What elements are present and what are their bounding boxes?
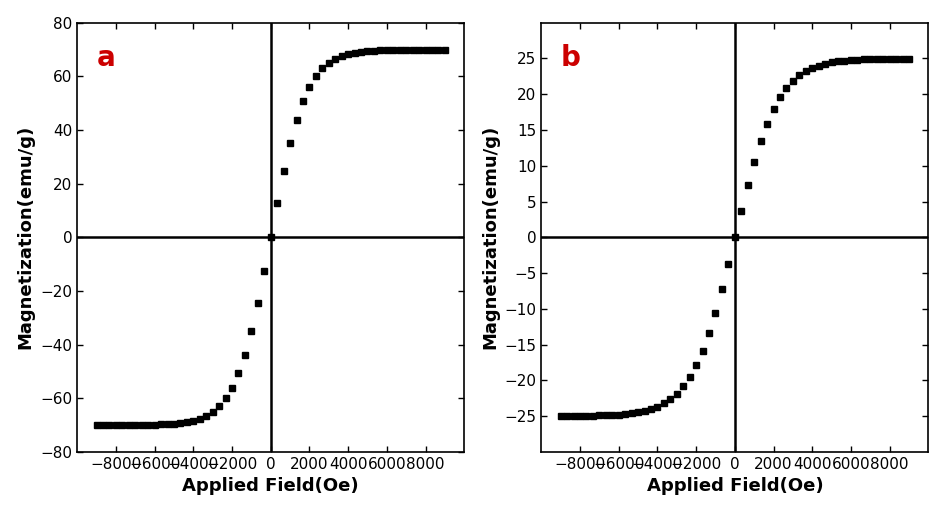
X-axis label: Applied Field(Oe): Applied Field(Oe) [182, 477, 359, 495]
Y-axis label: Magnetization(emu/g): Magnetization(emu/g) [480, 125, 498, 349]
Text: a: a [96, 44, 115, 72]
X-axis label: Applied Field(Oe): Applied Field(Oe) [646, 477, 822, 495]
Text: b: b [560, 44, 580, 72]
Y-axis label: Magnetization(emu/g): Magnetization(emu/g) [17, 125, 35, 349]
